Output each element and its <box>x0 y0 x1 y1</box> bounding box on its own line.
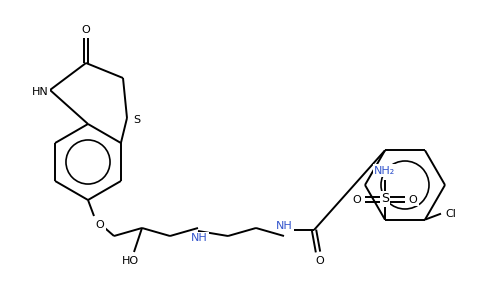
Text: O: O <box>353 195 362 205</box>
Text: O: O <box>96 220 105 230</box>
Text: O: O <box>316 256 324 266</box>
Text: Cl: Cl <box>446 209 457 219</box>
Text: NH: NH <box>275 221 292 231</box>
Text: NH: NH <box>191 233 207 243</box>
Text: O: O <box>82 25 90 35</box>
Text: S: S <box>133 115 140 125</box>
Text: O: O <box>409 195 417 205</box>
Text: HO: HO <box>122 256 138 266</box>
Text: NH₂: NH₂ <box>374 166 395 176</box>
Text: S: S <box>381 192 389 205</box>
Text: HN: HN <box>32 87 48 97</box>
